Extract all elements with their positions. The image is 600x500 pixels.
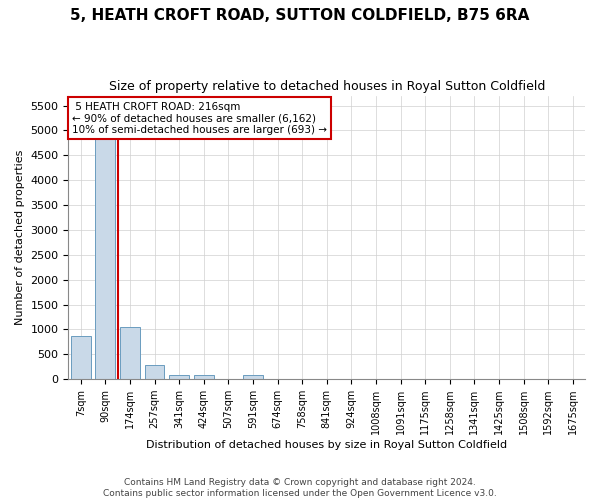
Text: 5, HEATH CROFT ROAD, SUTTON COLDFIELD, B75 6RA: 5, HEATH CROFT ROAD, SUTTON COLDFIELD, B… xyxy=(70,8,530,22)
Title: Size of property relative to detached houses in Royal Sutton Coldfield: Size of property relative to detached ho… xyxy=(109,80,545,93)
Bar xyxy=(169,374,189,379)
Y-axis label: Number of detached properties: Number of detached properties xyxy=(15,150,25,325)
Bar xyxy=(95,106,115,379)
Bar xyxy=(145,365,164,379)
Bar xyxy=(243,376,263,379)
Bar xyxy=(194,375,214,379)
Text: Contains HM Land Registry data © Crown copyright and database right 2024.
Contai: Contains HM Land Registry data © Crown c… xyxy=(103,478,497,498)
Bar xyxy=(120,327,140,379)
Text: 5 HEATH CROFT ROAD: 216sqm
← 90% of detached houses are smaller (6,162)
10% of s: 5 HEATH CROFT ROAD: 216sqm ← 90% of deta… xyxy=(72,102,327,134)
X-axis label: Distribution of detached houses by size in Royal Sutton Coldfield: Distribution of detached houses by size … xyxy=(146,440,507,450)
Bar xyxy=(71,336,91,379)
